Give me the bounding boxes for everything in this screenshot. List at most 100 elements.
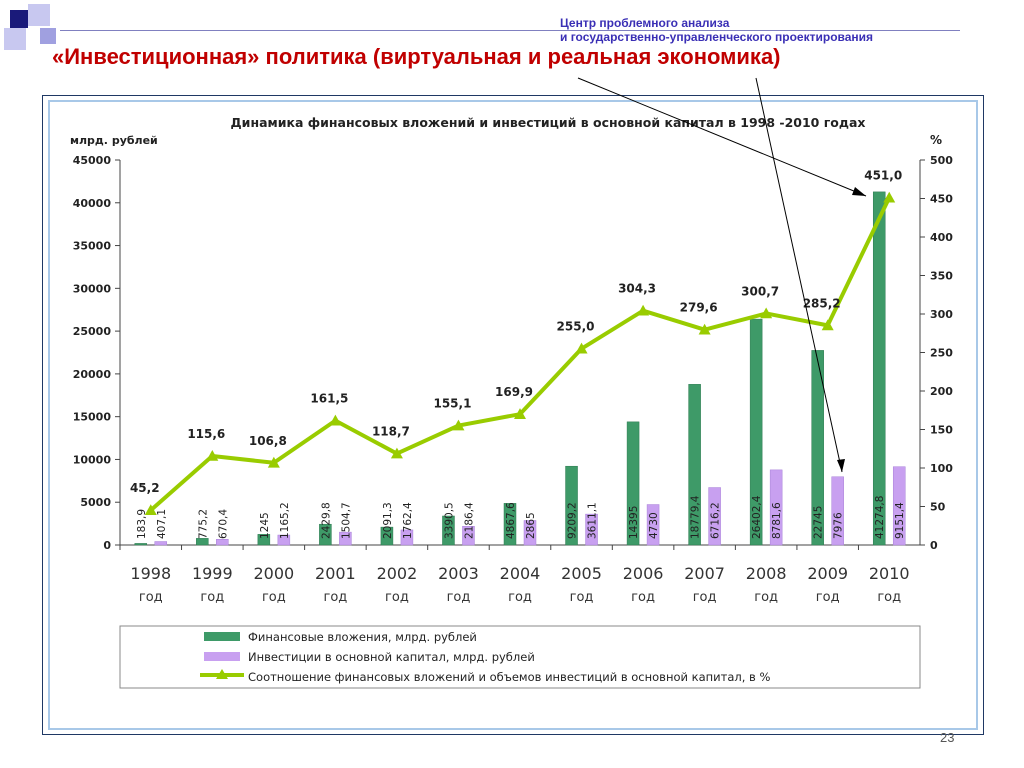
annotation-arrow-line bbox=[755, 77, 843, 473]
x-tick-label: 2001 bbox=[315, 564, 356, 583]
ratio-point-label: 45,2 bbox=[130, 481, 160, 495]
legend-label: Финансовые вложения, млрд. рублей bbox=[248, 630, 477, 644]
page-number: 23 bbox=[940, 730, 955, 745]
x-tick-label: 2000 bbox=[253, 564, 294, 583]
bar-investment bbox=[216, 539, 229, 546]
x-tick-label: 2007 bbox=[684, 564, 725, 583]
legend-box bbox=[119, 625, 921, 689]
bar-financial-label: 183,9 bbox=[136, 509, 148, 539]
corner-square-light-2 bbox=[4, 28, 26, 50]
x-tick-sublabel: год bbox=[323, 590, 347, 605]
y-tick-label: 15000 bbox=[73, 411, 112, 424]
x-tick-label: 2006 bbox=[623, 564, 664, 583]
bar-investment-label: 6716,2 bbox=[710, 502, 722, 539]
bar-investment-label: 8781,6 bbox=[771, 502, 783, 539]
ratio-point-label: 255,0 bbox=[557, 320, 595, 334]
chart-title: Динамика финансовых вложений и инвестици… bbox=[231, 115, 866, 130]
y-tick-label: 20000 bbox=[73, 368, 112, 381]
x-tick-label: 2009 bbox=[807, 564, 848, 583]
x-tick-sublabel: год bbox=[693, 590, 717, 605]
bar-financial-label: 1245 bbox=[259, 512, 271, 539]
ratio-point bbox=[760, 307, 773, 319]
ratio-point-label: 161,5 bbox=[310, 392, 348, 406]
bar-investment-label: 2865 bbox=[525, 512, 537, 539]
ratio-point-label: 285,2 bbox=[803, 296, 841, 310]
y2-tick-label: 100 bbox=[930, 462, 953, 475]
bar-investment-label: 407,1 bbox=[156, 509, 168, 539]
bar-investment bbox=[339, 531, 352, 546]
bar-financial bbox=[442, 515, 455, 546]
ratio-point-label: 118,7 bbox=[372, 425, 410, 439]
bar-investment bbox=[462, 526, 475, 546]
bar-investment bbox=[400, 529, 414, 546]
y-tick-label: 45000 bbox=[73, 154, 112, 167]
y2-tick-label: 0 bbox=[930, 539, 938, 552]
y2-tick-label: 350 bbox=[930, 270, 953, 283]
ratio-point bbox=[698, 323, 711, 335]
y-tick-label: 40000 bbox=[73, 197, 112, 210]
bar-financial bbox=[749, 318, 763, 546]
bar-investment bbox=[892, 466, 906, 546]
annotation-arrowhead bbox=[852, 187, 866, 196]
ratio-point-label: 106,8 bbox=[249, 434, 287, 448]
y2-tick-label: 50 bbox=[930, 501, 946, 514]
bar-financial-label: 3390,5 bbox=[443, 502, 455, 539]
x-tick-sublabel: год bbox=[631, 590, 655, 605]
bar-investment bbox=[831, 476, 844, 546]
bar-investment-label: 3611,1 bbox=[587, 502, 599, 539]
bar-financial bbox=[811, 350, 824, 546]
x-tick-sublabel: год bbox=[447, 590, 471, 605]
ratio-point bbox=[821, 319, 834, 331]
ratio-line bbox=[149, 196, 892, 512]
ratio-point-label: 169,9 bbox=[495, 385, 533, 399]
bar-financial bbox=[565, 465, 578, 546]
bar-investment-label: 9151,4 bbox=[894, 502, 906, 539]
bar-financial-label: 26402,4 bbox=[751, 495, 763, 539]
legend-label: Соотношение финансовых вложений и объемо… bbox=[248, 670, 770, 684]
bar-financial bbox=[196, 538, 209, 546]
y2-tick-label: 400 bbox=[930, 231, 953, 244]
bar-financial bbox=[257, 534, 271, 546]
x-tick-sublabel: год bbox=[570, 590, 594, 605]
ratio-point-label: 279,6 bbox=[680, 301, 718, 315]
header-divider bbox=[60, 30, 960, 31]
org-name: Центр проблемного анализа и государствен… bbox=[560, 16, 980, 44]
y-tick-label: 30000 bbox=[73, 282, 112, 295]
plot-area: 0500010000150002000025000300003500040000… bbox=[73, 77, 953, 605]
corner-square-light-3 bbox=[40, 28, 56, 44]
y2-tick-label: 200 bbox=[930, 385, 953, 398]
legend-swatch-ratio-marker bbox=[216, 669, 228, 679]
bar-investment-label: 2186,4 bbox=[463, 502, 475, 539]
ratio-point bbox=[390, 447, 403, 459]
x-tick-sublabel: год bbox=[139, 590, 163, 605]
org-line-2: и государственно-управленческого проекти… bbox=[560, 30, 874, 44]
y-tick-label: 5000 bbox=[80, 496, 111, 509]
annotation-arrowhead bbox=[837, 459, 845, 472]
bar-financial-label: 22745 bbox=[813, 506, 825, 539]
y2-tick-label: 300 bbox=[930, 308, 953, 321]
bar-investment-label: 7976 bbox=[833, 512, 845, 539]
bar-financial bbox=[503, 503, 517, 546]
ratio-point bbox=[452, 419, 465, 431]
x-tick-label: 2004 bbox=[500, 564, 541, 583]
ratio-point bbox=[514, 408, 526, 419]
ratio-point-label: 304,3 bbox=[618, 282, 656, 296]
bar-financial-label: 2091,3 bbox=[382, 502, 394, 539]
bar-financial bbox=[688, 384, 701, 546]
x-tick-sublabel: год bbox=[754, 590, 778, 605]
bar-financial-label: 41274,8 bbox=[874, 496, 886, 539]
ratio-point-label: 115,6 bbox=[187, 427, 225, 441]
ratio-point bbox=[206, 449, 219, 461]
bar-investment bbox=[708, 487, 721, 546]
bar-investment bbox=[277, 534, 291, 546]
x-tick-label: 2003 bbox=[438, 564, 479, 583]
y-tick-label: 0 bbox=[103, 539, 111, 552]
page-title: «Инвестиционная» политика (виртуальная и… bbox=[52, 44, 781, 69]
bar-investment-label: 4730 bbox=[648, 512, 660, 539]
annotation-arrow-line bbox=[577, 77, 867, 197]
bar-investment-label: 1165,2 bbox=[279, 502, 291, 539]
corner-square-navy bbox=[10, 10, 28, 28]
x-tick-label: 2010 bbox=[869, 564, 910, 583]
bar-investment bbox=[585, 513, 598, 546]
